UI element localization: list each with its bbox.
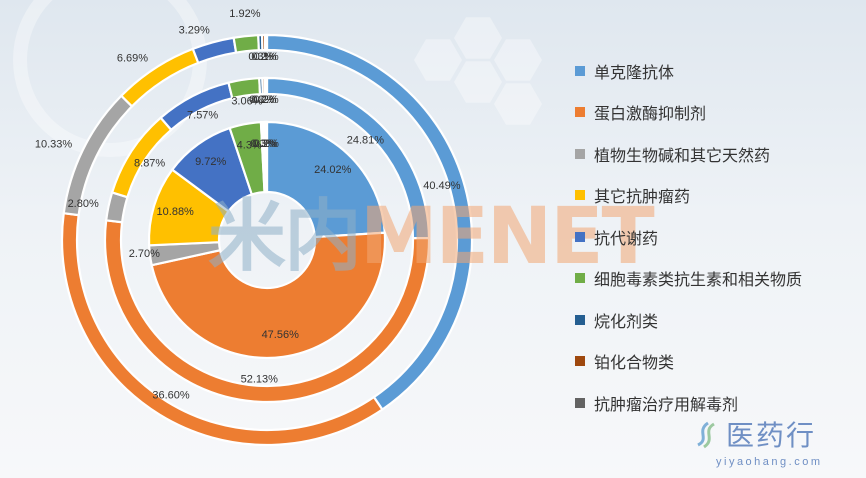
legend-item: 植物生物碱和其它天然药 [575,133,860,175]
data-labels: 24.02%47.56%2.70%10.88%9.72%4.3%0.3%0.3%… [35,8,461,402]
legend-item: 抗代谢药 [575,216,860,258]
slice-inner-8 [264,120,269,194]
slice-inner-1 [150,231,387,360]
legend-item: 铂化合物类 [575,341,860,383]
data-label-outer-4: 3.29% [179,25,210,37]
data-label-outer-2: 10.33% [35,138,73,150]
data-label-inner-3: 10.88% [157,206,195,218]
data-label-outer-5: 1.92% [229,8,260,20]
data-label-middle-8: 0.2% [254,94,279,106]
data-label-middle-0: 24.81% [347,134,385,146]
legend-swatch [575,397,585,408]
data-label-inner-5: 4.3% [237,140,262,152]
slice-outer-8 [263,33,269,52]
legend-label: 铂化合物类 [594,353,675,373]
legend-item: 单克隆抗体 [575,50,860,92]
data-label-middle-3: 8.87% [134,158,165,170]
legend-item: 蛋白激酶抑制剂 [575,92,860,134]
data-label-outer-6: 0.3% [248,51,273,63]
hexagon-decoration [494,39,542,81]
legend-item: 抗肿瘤治疗用解毒剂 [575,382,860,424]
legend-item: 烷化剂类 [575,299,860,341]
data-label-middle-4: 7.57% [187,110,218,122]
data-label-inner-4: 9.72% [195,156,226,168]
legend-label: 抗肿瘤治疗用解毒剂 [594,394,739,414]
legend-label: 植物生物碱和其它天然药 [594,145,771,165]
data-label-inner-8: 0.2% [254,138,279,150]
data-label-inner-2: 2.70% [129,248,160,260]
data-label-middle-1: 52.13% [241,374,279,386]
slice-middle-8 [263,76,269,96]
hexagon-decoration [494,83,542,125]
data-label-middle-2: 2.80% [68,198,99,210]
data-label-outer-3: 6.69% [117,52,148,64]
data-label-inner-6: 0.3% [250,138,275,150]
hexagon-decoration [454,17,502,59]
legend-label: 其它抗肿瘤药 [594,187,691,207]
data-label-inner-0: 24.02% [314,164,352,176]
legend-label: 烷化剂类 [594,311,659,331]
data-label-middle-7: 0.2% [252,94,277,106]
data-label-middle-5: 3.06% [231,95,262,107]
hexagon-decoration [414,39,462,81]
legend-label: 细胞毒素类抗生素和相关物质 [594,270,803,290]
data-label-inner-7: 0.3% [252,138,277,150]
data-label-outer-7: 0.2% [251,51,276,63]
legend-swatch [575,273,585,284]
legend-swatch [575,148,585,159]
chart-legend: 单克隆抗体蛋白激酶抑制剂植物生物碱和其它天然药 其它抗肿瘤药 抗代谢药细胞毒素类抗生… [575,50,860,424]
legend-item: 细胞毒素类抗生素和相关物质 [575,258,860,300]
legend-label: 单克隆抗体 [594,62,675,82]
data-label-outer-1: 36.60% [152,390,190,402]
legend-label: 抗代谢药 [594,228,659,248]
data-label-inner-1: 47.56% [262,329,300,341]
legend-swatch [575,356,585,367]
legend-swatch [575,314,585,325]
legend-label: 蛋白激酶抑制剂 [594,104,707,124]
data-label-middle-6: 0.3% [249,94,274,106]
data-label-outer-8: 0.1% [254,51,279,63]
legend-item: 其它抗肿瘤药 [575,175,860,217]
slice-inner-0 [265,120,386,239]
legend-swatch [575,231,585,242]
data-label-outer-0: 40.49% [423,180,461,192]
legend-swatch [575,107,585,118]
legend-swatch [575,190,585,201]
hexagon-decoration [454,61,502,103]
donut-rings [60,33,474,447]
legend-swatch [575,65,585,76]
